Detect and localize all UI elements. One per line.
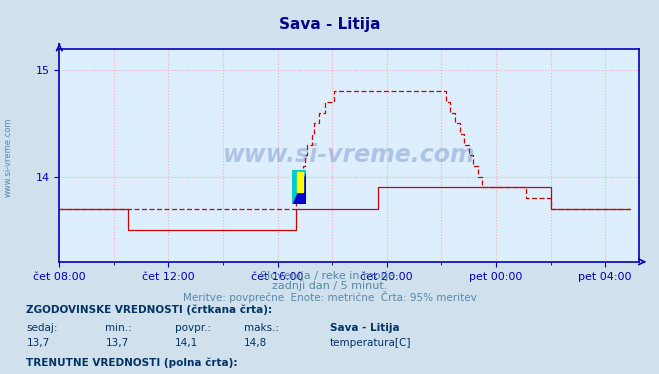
- Text: ZGODOVINSKE VREDNOSTI (črtkana črta):: ZGODOVINSKE VREDNOSTI (črtkana črta):: [26, 305, 272, 315]
- Text: sedaj:: sedaj:: [26, 323, 58, 333]
- Text: 14,8: 14,8: [244, 338, 267, 349]
- Polygon shape: [292, 170, 306, 204]
- Text: maks.:: maks.:: [244, 323, 279, 333]
- Text: min.:: min.:: [105, 323, 132, 333]
- Text: povpr.:: povpr.:: [175, 323, 211, 333]
- Text: temperatura[C]: temperatura[C]: [330, 338, 411, 349]
- Text: 14,1: 14,1: [175, 338, 198, 349]
- Text: TRENUTNE VREDNOSTI (polna črta):: TRENUTNE VREDNOSTI (polna črta):: [26, 358, 238, 368]
- Text: 13,7: 13,7: [105, 338, 129, 349]
- Text: www.si-vreme.com: www.si-vreme.com: [223, 143, 476, 167]
- Bar: [297, 172, 303, 192]
- Polygon shape: [292, 170, 306, 204]
- Text: Sava - Litija: Sava - Litija: [279, 17, 380, 32]
- Text: Slovenija / reke in morje.: Slovenija / reke in morje.: [260, 271, 399, 281]
- Text: Meritve: povprečne  Enote: metrične  Črta: 95% meritev: Meritve: povprečne Enote: metrične Črta:…: [183, 291, 476, 303]
- Text: www.si-vreme.com: www.si-vreme.com: [4, 117, 13, 197]
- Text: zadnji dan / 5 minut.: zadnji dan / 5 minut.: [272, 281, 387, 291]
- Text: Sava - Litija: Sava - Litija: [330, 323, 399, 333]
- Text: 13,7: 13,7: [26, 338, 49, 349]
